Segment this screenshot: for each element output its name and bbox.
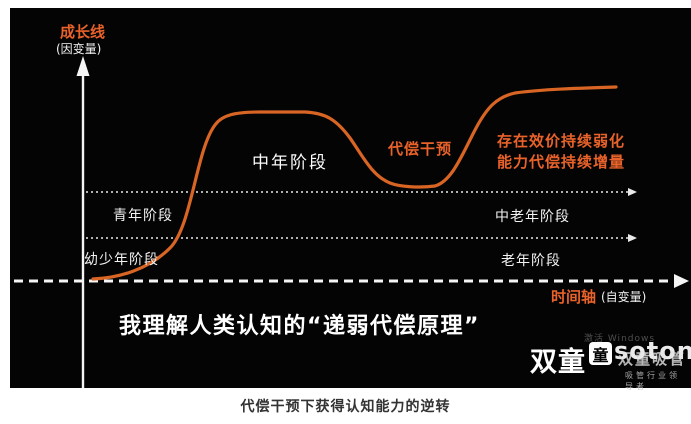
stage-label-middle-old-age: 中老年阶段 [495, 209, 570, 225]
watermark-brand-en: soton® [614, 337, 691, 365]
page-title: 我理解人类认知的“递弱代偿原理” [119, 314, 480, 339]
intervention-label: 代偿干预 [388, 140, 453, 158]
note-line-1: 存在效价持续弱化 [497, 132, 626, 150]
stage-label-youth: 青年阶段 [113, 208, 173, 224]
watermark-overlay-text: 双童吸管 [618, 350, 687, 368]
stage-label-childhood: 幼少年阶段 [84, 252, 159, 268]
watermark-tagline: 吸管行业领导者 [625, 371, 680, 391]
note-line-2: 能力代偿持续增量 [497, 153, 626, 171]
stage-label-old-age: 老年阶段 [501, 253, 561, 269]
stage-label-middle-age: 中年阶段 [252, 153, 328, 173]
windows-activation-watermark: 激活 Windows [584, 334, 656, 344]
x-axis-sublabel: (自变量) [601, 290, 647, 304]
y-axis-sublabel: (因变量) [56, 42, 102, 56]
figure-caption: 代偿干预下获得认知能力的逆转 [240, 399, 451, 415]
brand-logo-icon: 童 [589, 342, 612, 365]
y-axis-label: 成长线 [60, 23, 106, 41]
watermark: 激活 Windows 双童 童 soton® 双童吸管 吸管行业领导者 [528, 331, 691, 391]
x-axis-label: 时间轴 [551, 288, 597, 306]
watermark-brand-cn: 双童 [530, 347, 586, 378]
